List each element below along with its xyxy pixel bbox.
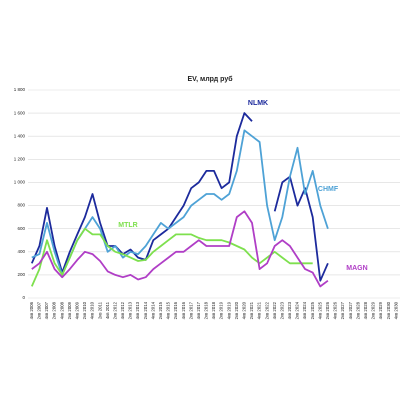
series-label: NLMK [248, 100, 268, 107]
x-tick-label: 4кв 2025 [317, 301, 322, 319]
x-tick-label: 2кв 2018 [204, 301, 209, 319]
x-tick-label: 4кв 2017 [196, 301, 201, 319]
chart-title: EV, млрд руб [187, 75, 233, 83]
x-tick-label: 4кв 2028 [363, 301, 368, 319]
series-label: CHMF [318, 186, 339, 193]
x-tick-label: 4кв 2026 [333, 301, 338, 319]
x-tick-label: 4кв 2006 [29, 301, 34, 319]
series-label: MAGN [346, 265, 367, 272]
x-tick-label: 2кв 2017 [188, 301, 193, 319]
x-tick-label: 2кв 2014 [143, 301, 148, 319]
x-tick-label: 2кв 2011 [97, 301, 102, 319]
x-tick-label: 2кв 2009 [67, 301, 72, 319]
series-line [31, 210, 329, 288]
x-tick-label: 4кв 2020 [242, 301, 247, 319]
x-tick-label: 4кв 2016 [181, 301, 186, 319]
x-tick-label: 2кв 2013 [128, 301, 133, 319]
x-tick-label: 4кв 2029 [378, 301, 383, 319]
x-tick-label: 4кв 2011 [105, 301, 110, 319]
x-tick-label: 2кв 2023 [279, 301, 284, 319]
y-tick-label: 800 [17, 203, 25, 208]
x-tick-label: 4кв 2007 [44, 301, 49, 319]
x-tick-label: 2кв 2020 [234, 301, 239, 319]
x-tick-label: 2кв 2010 [82, 301, 87, 319]
x-tick-label: 2кв 2008 [52, 301, 57, 319]
y-tick-label: 1 600 [14, 110, 26, 115]
series-line [30, 227, 313, 287]
x-tick-label: 2кв 2007 [37, 301, 42, 319]
x-tick-label: 2кв 2016 [173, 301, 178, 319]
x-tick-label: 4кв 2024 [302, 301, 307, 319]
y-tick-label: 600 [17, 226, 25, 231]
x-tick-label: 2кв 2024 [295, 301, 300, 319]
x-tick-label: 2кв 2021 [249, 301, 254, 319]
y-tick-label: 1 400 [14, 133, 26, 138]
x-tick-label: 2кв 2027 [340, 301, 345, 319]
x-tick-label: 4кв 2027 [348, 301, 353, 319]
x-tick-label: 2кв 2029 [371, 301, 376, 319]
x-tick-label: 4кв 2021 [257, 301, 262, 319]
x-tick-label: 4кв 2018 [211, 301, 216, 319]
x-tick-label: 2кв 2025 [310, 301, 315, 319]
y-tick-label: 1 200 [14, 157, 26, 162]
x-tick-label: 2кв 2026 [325, 301, 330, 319]
series-line [30, 112, 329, 282]
y-tick-label: 200 [17, 272, 25, 277]
y-tick-label: 0 [22, 295, 25, 300]
x-tick-label: 4кв 2023 [287, 301, 292, 319]
x-tick-label: 2кв 2028 [355, 301, 360, 319]
x-tick-label: 4кв 2014 [150, 301, 155, 319]
x-tick-label: 4кв 2010 [90, 301, 95, 319]
y-tick-label: 1 000 [14, 180, 26, 185]
x-tick-label: 4кв 2008 [59, 301, 64, 319]
y-tick-label: 1 800 [14, 87, 26, 92]
x-tick-label: 2кв 2030 [386, 301, 391, 319]
x-tick-label: 4кв 2012 [120, 301, 125, 319]
series-label: MTLR [118, 222, 137, 229]
x-tick-label: 2кв 2019 [219, 301, 224, 319]
x-tick-label: 4кв 2013 [135, 301, 140, 319]
x-tick-label: 2кв 2015 [158, 301, 163, 319]
x-tick-label: 4кв 2030 [393, 301, 398, 319]
x-tick-label: 4кв 2022 [272, 301, 277, 319]
x-tick-label: 2кв 2022 [264, 301, 269, 319]
series-line [31, 129, 329, 276]
x-tick-label: 4кв 2015 [166, 301, 171, 319]
x-tick-label: 4кв 2019 [226, 301, 231, 319]
x-tick-label: 2кв 2012 [112, 301, 117, 319]
y-tick-label: 400 [17, 249, 25, 254]
x-tick-label: 4кв 2009 [74, 301, 79, 319]
